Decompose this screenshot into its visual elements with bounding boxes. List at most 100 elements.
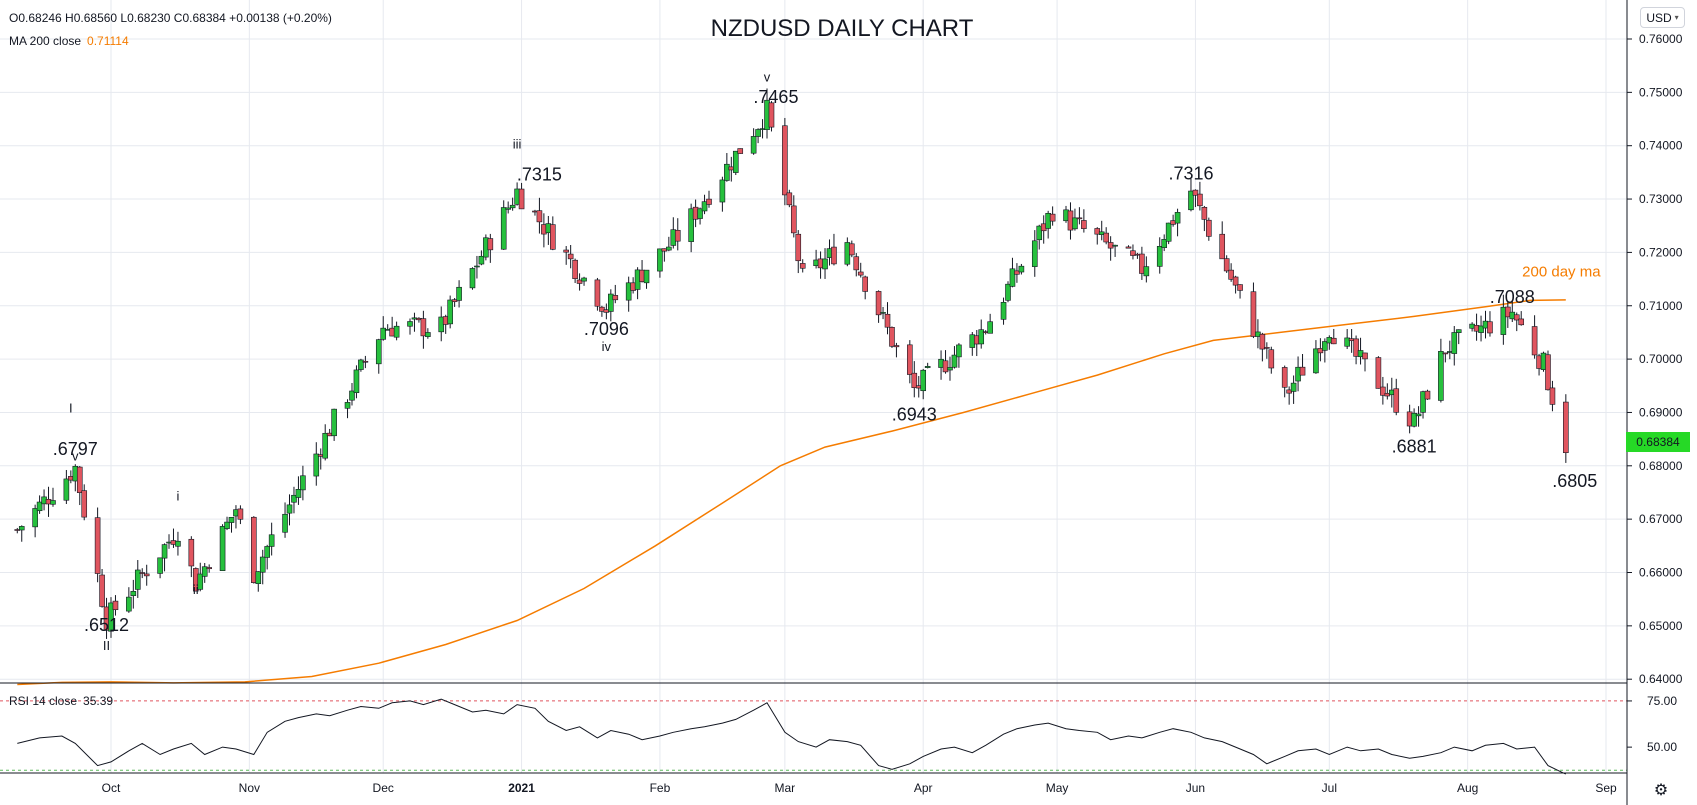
candle-body (139, 572, 146, 574)
candle (407, 318, 413, 335)
candle-body (737, 148, 744, 154)
gear-icon[interactable]: ⚙ (1653, 780, 1669, 799)
candle (853, 253, 860, 277)
candle-body (161, 544, 168, 559)
candle-body (1143, 266, 1150, 277)
candle (1018, 263, 1025, 275)
candle-body (608, 293, 614, 312)
candle-body (594, 279, 601, 307)
price-tick-label: 0.64000 (1639, 672, 1683, 686)
currency-selector[interactable]: USD ▾ (1640, 7, 1685, 28)
candle-body (420, 318, 427, 337)
candle-body (358, 359, 364, 370)
candle-body (313, 453, 320, 477)
candle (255, 571, 262, 592)
candle (1353, 335, 1359, 365)
candle (608, 289, 614, 322)
candlesticks (14, 88, 1569, 639)
candle (920, 368, 927, 400)
candle (1197, 181, 1203, 211)
candle (251, 516, 257, 584)
candle-body (197, 573, 204, 590)
candle-body (108, 602, 114, 632)
candle-body (1487, 321, 1493, 334)
price-tick-label: 0.74000 (1639, 139, 1683, 153)
candle-body (255, 571, 262, 584)
candle (599, 305, 605, 317)
candle-body (1192, 189, 1199, 196)
annotation-label: i (176, 488, 179, 503)
candle (130, 579, 137, 609)
candle (857, 262, 864, 278)
candle (1143, 256, 1150, 283)
candle-body (1223, 258, 1230, 272)
candle (643, 269, 650, 289)
candle-body (1031, 240, 1038, 267)
candle-body (1264, 347, 1270, 349)
candle-body (219, 526, 226, 571)
candle (36, 495, 43, 514)
time-tick-label: May (1046, 781, 1069, 795)
candle-body (1313, 348, 1319, 374)
candle-body (706, 198, 712, 205)
candle-body (1197, 193, 1203, 207)
candle-body (911, 372, 918, 388)
rsi-tick-label: 75.00 (1647, 694, 1677, 708)
candle-body (612, 295, 619, 301)
candle (1281, 365, 1288, 398)
candle-body (1018, 265, 1025, 273)
candle (295, 476, 302, 505)
ma-legend-value: 0.71114 (87, 34, 129, 48)
annotation-label: 200 day ma (1522, 263, 1601, 280)
candle-body (1451, 332, 1458, 354)
candle (1139, 246, 1145, 280)
candle-body (857, 271, 864, 276)
candle (331, 408, 337, 441)
candle (188, 536, 195, 578)
candle-body (1036, 225, 1043, 241)
candle (393, 321, 400, 341)
candle (1228, 263, 1234, 282)
candle (701, 194, 708, 215)
candle (1290, 375, 1297, 404)
candle-body (666, 246, 672, 251)
candle (228, 517, 235, 533)
candle (1375, 356, 1382, 389)
candle (143, 564, 150, 586)
candle-body (1081, 220, 1087, 229)
candle-body (875, 291, 882, 316)
candle (99, 569, 105, 608)
candle (1094, 227, 1101, 245)
candle-body (1112, 244, 1118, 247)
candle (951, 346, 958, 369)
ohlc-readout: O0.68246 H0.68560 L0.68230 C0.68384 +0.0… (9, 11, 332, 25)
candle (831, 233, 837, 266)
candle (197, 562, 204, 592)
candle-body (505, 207, 511, 210)
candle-body (349, 390, 355, 401)
candle (282, 502, 288, 538)
candle-body (1072, 217, 1078, 230)
candle-body (1380, 386, 1386, 396)
candle-body (1165, 222, 1172, 242)
candle (469, 267, 476, 290)
candle-body (799, 263, 806, 269)
candle-body (50, 500, 56, 505)
candle-body (907, 344, 913, 375)
candle (719, 176, 726, 212)
candle (344, 399, 351, 419)
wave-annotations: .6797Iv.6512IIiiiiii.7315.7096ivv.7465.6… (53, 70, 1601, 653)
annotation-label: .7315 (517, 164, 562, 184)
candle-body (790, 205, 797, 234)
candle-body (228, 517, 235, 523)
candle-body (291, 494, 297, 503)
candle (1513, 312, 1520, 332)
candle-body (456, 286, 462, 301)
candle (1161, 234, 1167, 252)
candle-body (786, 192, 793, 206)
candle (1424, 389, 1431, 400)
annotation-label: .6512 (84, 615, 129, 635)
annotation-label: .7316 (1168, 163, 1213, 183)
